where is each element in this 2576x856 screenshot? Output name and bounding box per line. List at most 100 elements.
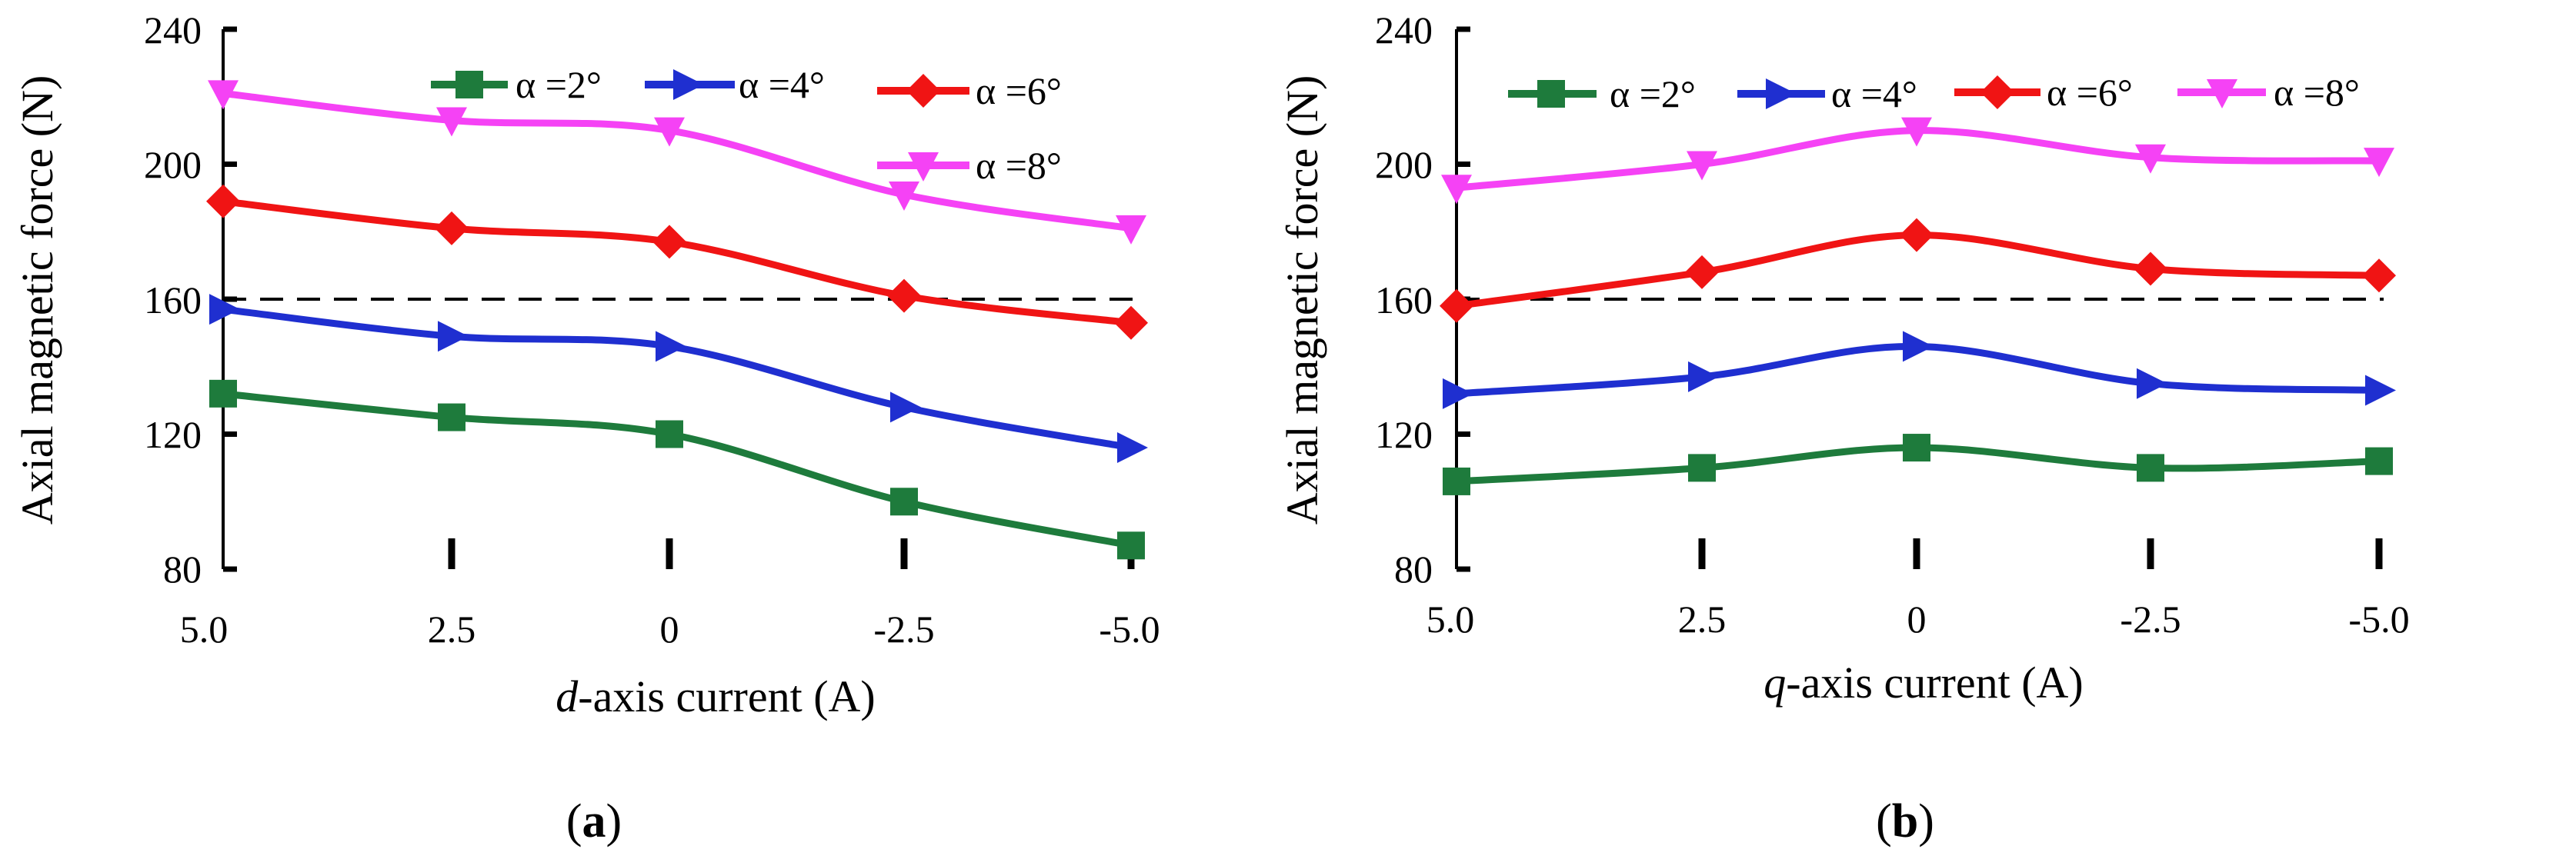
data-point-diamond: [887, 278, 921, 313]
x-tick-label: -5.0: [1099, 608, 1160, 651]
legend-marker-triangle-down: [908, 152, 939, 182]
chart-panel-a: 80 120 160 200 240 5.0 2.5 0 -2.5 -5.0 A…: [12, 8, 1160, 848]
legend-item-a-0: α =2°: [431, 63, 602, 106]
data-point-square: [209, 379, 237, 408]
legend-item-b-2: α =6°: [1954, 71, 2133, 114]
data-point-triangle-right: [1443, 378, 1473, 409]
legend-label: α =8°: [2274, 71, 2360, 114]
legend-marker-triangle-right: [1766, 78, 1797, 109]
data-point-triangle-down: [436, 107, 467, 137]
legend-item-b-0: α =2°: [1508, 72, 1696, 115]
y-tick-labels-b: 80 120 160 200 240: [1375, 8, 1433, 591]
data-point-triangle-down: [1687, 151, 1717, 181]
data-point-square: [1443, 467, 1470, 495]
data-point-triangle-down: [654, 117, 685, 147]
y-tick-label: 240: [144, 8, 202, 52]
legend-marker-square: [1537, 80, 1565, 108]
y-tick-label: 80: [163, 548, 202, 591]
series-group-a: [206, 80, 1148, 560]
panel-letter-a: a: [582, 795, 606, 848]
chart-panel-b: 80 120 160 200 240 5.0 2.5 0 -2.5 -5.0 A…: [1277, 8, 2410, 848]
legend-marker-square: [455, 71, 483, 98]
data-point-triangle-right: [1117, 432, 1148, 464]
panel-letter-b: b: [1892, 795, 1918, 848]
data-point-diamond: [206, 184, 240, 218]
y-tick-label: 240: [1375, 8, 1433, 52]
x-tick-label: 0: [1907, 598, 1927, 641]
data-point-square: [438, 403, 465, 431]
x-tick-label: -2.5: [2120, 598, 2181, 641]
x-axis-title-rest: -axis current (A): [578, 671, 876, 721]
data-point-triangle-right: [2365, 375, 2396, 406]
data-point-square: [656, 420, 683, 448]
data-point-square: [1688, 454, 1716, 482]
data-point-diamond: [1440, 288, 1473, 323]
panel-label-a: (a): [566, 795, 622, 848]
legend-item-a-3: α =8°: [877, 144, 1062, 187]
legend-b: α =2° α =4° α =6° α =8°: [1508, 71, 2360, 115]
x-tick-label: 2.5: [1678, 598, 1727, 641]
data-point-triangle-right: [1688, 361, 1719, 392]
legend-a: α =2° α =4° α =6° α =8°: [431, 63, 1062, 187]
legend-item-a-2: α =6°: [877, 69, 1062, 112]
series-line: [222, 198, 1132, 327]
data-point-square: [2137, 454, 2164, 482]
x-tick-label: -2.5: [873, 608, 934, 651]
x-tick-label: 5.0: [180, 608, 229, 651]
data-point-diamond: [2134, 251, 2167, 286]
legend-label: α =8°: [976, 144, 1062, 187]
y-tick-label: 160: [144, 278, 202, 321]
data-point-square: [1903, 434, 1930, 462]
y-tick-label: 120: [1375, 413, 1433, 456]
x-axis-title-b: q-axis current (A): [1763, 658, 2084, 708]
data-point-diamond: [652, 225, 686, 259]
data-point-diamond: [435, 211, 469, 245]
legend-label: α =2°: [1610, 72, 1696, 115]
legend-item-a-1: α =4°: [645, 63, 825, 106]
data-point-diamond: [2362, 258, 2396, 293]
legend-marker-triangle-right: [673, 69, 704, 100]
data-point-triangle-right: [2137, 368, 2167, 399]
data-point-triangle-down: [2135, 144, 2166, 174]
panel-label-b: (b): [1876, 795, 1934, 848]
legend-label: α =6°: [976, 69, 1062, 112]
x-tick-labels-b: 5.0 2.5 0 -2.5 -5.0: [1426, 598, 2410, 641]
legend-marker-diamond: [1980, 75, 2014, 109]
series-line: [222, 390, 1132, 549]
data-point-diamond: [1114, 305, 1148, 340]
data-point-triangle-right: [656, 331, 686, 362]
y-tick-marks-a: [223, 26, 237, 572]
y-tick-label: 200: [144, 143, 202, 186]
series-group-b: [1440, 117, 2396, 495]
data-point-square: [2365, 447, 2393, 475]
data-point-triangle-down: [1116, 215, 1146, 245]
data-point-triangle-down: [208, 80, 239, 110]
legend-label: α =6°: [2047, 71, 2133, 114]
legend-label: α =4°: [1831, 72, 1917, 115]
y-tick-labels-a: 80 120 160 200 240: [144, 8, 202, 591]
legend-marker-triangle-down: [2207, 79, 2237, 108]
y-axis-title-b: Axial magnetic force (N): [1277, 75, 1327, 525]
x-tick-label: 2.5: [428, 608, 476, 651]
legend-item-b-1: α =4°: [1737, 72, 1917, 115]
legend-label: α =4°: [739, 63, 825, 106]
data-point-triangle-down: [1441, 175, 1472, 205]
x-axis-title-italic: d: [556, 671, 579, 721]
y-tick-label: 80: [1394, 548, 1433, 591]
data-point-triangle-right: [438, 321, 469, 352]
x-axis-title-rest: -axis current (A): [1786, 658, 2084, 708]
x-tick-marks-b: [1698, 538, 2383, 569]
data-point-diamond: [1685, 255, 1719, 289]
x-tick-label: 0: [660, 608, 679, 651]
data-point-triangle-right: [209, 294, 240, 325]
data-point-square: [1117, 531, 1145, 560]
data-point-triangle-down: [2364, 148, 2394, 178]
x-tick-label: 5.0: [1426, 598, 1475, 641]
legend-marker-diamond: [906, 74, 940, 108]
y-tick-label: 200: [1375, 143, 1433, 186]
legend-item-b-3: α =8°: [2177, 71, 2360, 114]
y-tick-label: 120: [144, 413, 202, 456]
data-point-triangle-down: [1901, 117, 1932, 147]
x-tick-label: -5.0: [2348, 598, 2409, 641]
y-tick-label: 160: [1375, 278, 1433, 321]
